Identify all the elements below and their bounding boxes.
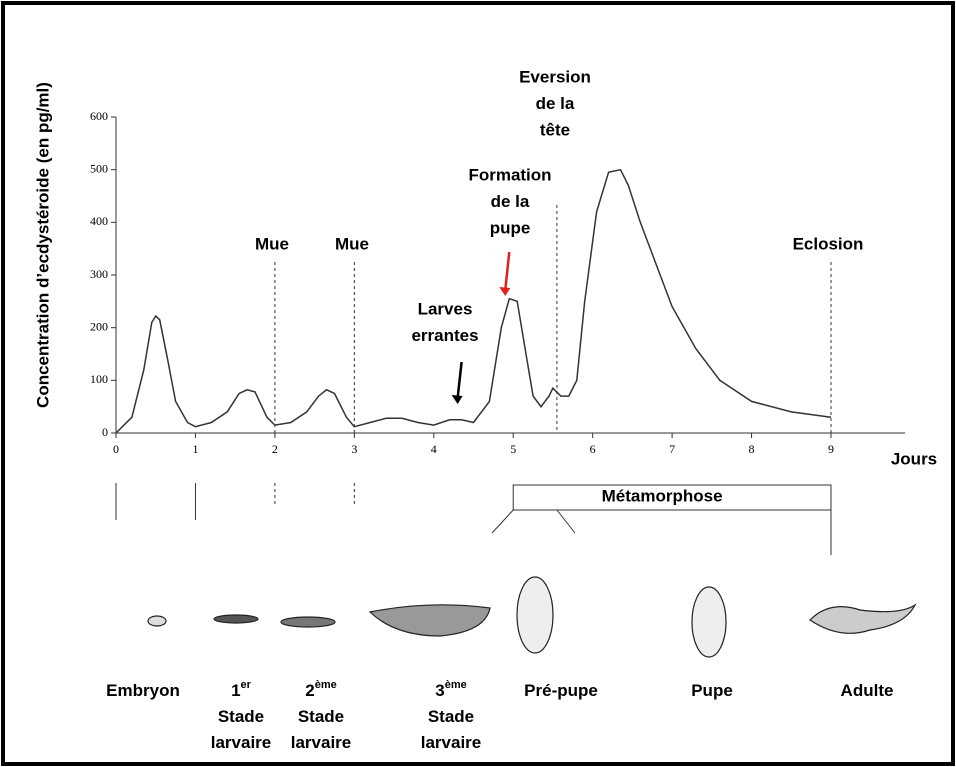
y-tick-label: 200 — [90, 319, 108, 333]
event-arrow — [499, 252, 510, 296]
stage-label-sup: ème — [315, 679, 337, 691]
arrow-shaft — [505, 252, 509, 290]
pupa-drawing — [692, 587, 726, 657]
annotation-label: Eversion — [519, 67, 591, 86]
arrow-head — [499, 287, 510, 296]
x-tick-label: 2 — [272, 442, 278, 456]
stage-label: 1er — [231, 679, 252, 701]
stage-label: Stade — [298, 707, 344, 726]
stage-label-sup: ème — [445, 679, 467, 691]
event-arrow — [452, 362, 463, 404]
arrow-shaft — [458, 362, 462, 398]
stage-label-text: Adulte — [841, 681, 894, 700]
figure: Concentration d’ecdystéroide (en pg/ml) … — [0, 0, 956, 767]
x-tick-label: 1 — [192, 442, 198, 456]
annotation-label: de la — [536, 94, 575, 113]
stage-label-text: larvaire — [211, 733, 272, 752]
stage-label: Embryon — [106, 681, 180, 700]
phase-label: Métamorphose — [602, 486, 723, 505]
stage-label: larvaire — [291, 733, 352, 752]
x-tick-label: 0 — [113, 442, 119, 456]
frame — [3, 3, 953, 764]
annotation-label: errantes — [411, 326, 478, 345]
annotation-label: Mue — [335, 234, 369, 253]
y-tick-label: 100 — [90, 372, 108, 386]
line-series — [116, 170, 831, 433]
stage-label: Adulte — [841, 681, 894, 700]
stage-label-text: larvaire — [421, 733, 482, 752]
stage-label: Pré-pupe — [524, 681, 598, 700]
stage-label: Pupe — [691, 681, 733, 700]
y-tick-label: 0 — [102, 425, 108, 439]
stage-label: larvaire — [211, 733, 272, 752]
annotation-label: Formation — [468, 165, 551, 184]
y-axis-label: Concentration d’ecdystéroide (en pg/ml) — [33, 82, 52, 408]
y-tick-label: 400 — [90, 214, 108, 228]
stage-label-text: Pré-pupe — [524, 681, 598, 700]
stage-label-text: 2 — [305, 681, 314, 700]
larva-1-drawing — [214, 615, 258, 623]
x-tick-label: 8 — [749, 442, 755, 456]
x-tick-label: 4 — [431, 442, 437, 456]
stage-label: 2ème — [305, 679, 337, 701]
larva-3-drawing — [370, 605, 490, 636]
stage-label-text: Stade — [428, 707, 474, 726]
annotation-label: de la — [491, 192, 530, 211]
stage-label-text: Pupe — [691, 681, 733, 700]
stage-label-text: 3 — [435, 681, 444, 700]
x-tick-label: 5 — [510, 442, 516, 456]
stage-label-sup: er — [241, 679, 252, 691]
larva-2-drawing — [281, 617, 335, 627]
annotation-label: Larves — [418, 299, 473, 318]
stage-label: 3ème — [435, 679, 467, 701]
y-tick-label: 300 — [90, 267, 108, 281]
stage-label-text: larvaire — [291, 733, 352, 752]
annotation-label: Mue — [255, 234, 289, 253]
stage-label-text: 1 — [231, 681, 240, 700]
x-tick-label: 9 — [828, 442, 834, 456]
stage-label-text: Stade — [218, 707, 264, 726]
annotation-label: Eclosion — [793, 234, 864, 253]
x-tick-label: 7 — [669, 442, 675, 456]
y-tick-label: 600 — [90, 109, 108, 123]
stage-label: larvaire — [421, 733, 482, 752]
prepupa-bracket — [492, 510, 575, 533]
x-tick-label: 6 — [590, 442, 596, 456]
stage-drawings — [148, 577, 915, 657]
stage-label: Stade — [218, 707, 264, 726]
annotation-label: pupe — [490, 218, 531, 237]
embryo-drawing — [148, 616, 166, 626]
stage-label-text: Stade — [298, 707, 344, 726]
y-tick-label: 500 — [90, 161, 108, 175]
prepupa-drawing — [517, 577, 553, 653]
arrow-head — [452, 395, 463, 404]
annotation-label: tête — [540, 120, 570, 139]
stage-label: Stade — [428, 707, 474, 726]
x-tick-label: 3 — [351, 442, 357, 456]
stage-label-text: Embryon — [106, 681, 180, 700]
x-axis-label: Jours — [891, 449, 937, 468]
adult-drawing — [810, 605, 915, 633]
